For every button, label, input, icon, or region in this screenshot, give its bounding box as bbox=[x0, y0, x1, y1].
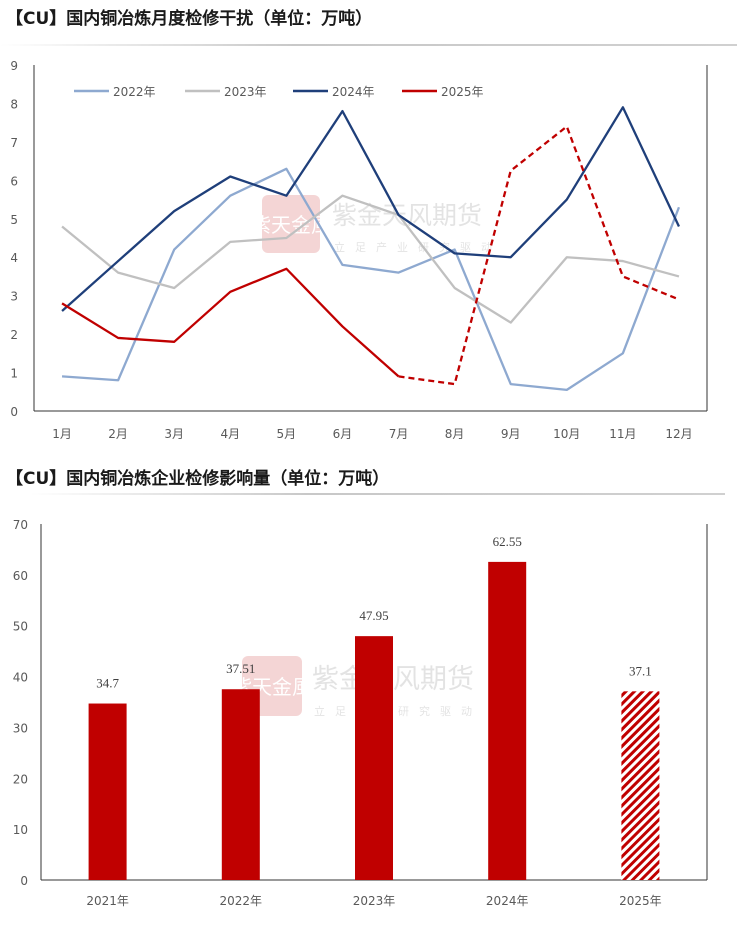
bar bbox=[355, 636, 393, 880]
x-tick-label: 10月 bbox=[553, 427, 580, 441]
series-line-dashed bbox=[398, 124, 680, 386]
x-tick-label: 8月 bbox=[445, 427, 465, 441]
x-tick-label: 7月 bbox=[389, 427, 409, 441]
y-tick-label: 30 bbox=[13, 721, 28, 735]
y-tick-label: 1 bbox=[10, 367, 18, 381]
y-tick-label: 2 bbox=[10, 328, 18, 342]
series-line bbox=[61, 194, 680, 324]
x-tick-label: 2024年 bbox=[486, 894, 529, 908]
x-tick-label: 4月 bbox=[220, 427, 240, 441]
line-chart-legend: 2022年 2023年 2024年 2025年 bbox=[74, 85, 484, 99]
legend-label: 2024年 bbox=[332, 85, 375, 99]
watermark-tagline: 立足产业研究驱动 bbox=[314, 704, 482, 718]
y-tick-label: 8 bbox=[10, 97, 18, 111]
bar-chart-bars: 34.7 37.51 47.95 62.55 37.1 bbox=[88, 534, 660, 880]
x-tick-label: 12月 bbox=[665, 427, 692, 441]
legend-label: 2023年 bbox=[224, 85, 267, 99]
y-tick-label: 4 bbox=[10, 251, 18, 265]
bar-chart-title: 【CU】国内铜冶炼企业检修影响量（单位：万吨） bbox=[6, 469, 390, 489]
bar bbox=[621, 691, 660, 880]
series-line bbox=[61, 267, 400, 378]
x-tick-label: 1月 bbox=[52, 427, 72, 441]
bar-value-label: 62.55 bbox=[493, 534, 522, 549]
x-tick-label: 6月 bbox=[333, 427, 353, 441]
bar bbox=[221, 689, 260, 880]
series-line bbox=[61, 167, 681, 392]
y-tick-label: 60 bbox=[13, 569, 28, 583]
line-chart-title: 【CU】国内铜冶炼月度检修干扰（单位：万吨） bbox=[6, 9, 373, 29]
legend-label: 2022年 bbox=[113, 85, 156, 99]
y-tick-label: 0 bbox=[10, 405, 18, 419]
x-tick-label: 2023年 bbox=[353, 894, 396, 908]
series-line bbox=[61, 106, 680, 312]
line-chart-axes: 0 1 2 3 4 5 6 7 8 9 1月 2月 3月 4月 5月 6月 7月 8月 9月 10月 11月 12月 bbox=[10, 59, 708, 441]
y-tick-label: 50 bbox=[13, 620, 28, 634]
x-tick-label: 3月 bbox=[164, 427, 184, 441]
x-tick-label: 2月 bbox=[108, 427, 128, 441]
bar bbox=[88, 703, 127, 880]
line-chart-series bbox=[61, 106, 681, 392]
title-divider-2 bbox=[30, 493, 725, 495]
y-tick-label: 10 bbox=[13, 823, 28, 837]
y-tick-label: 0 bbox=[20, 874, 28, 888]
bar-chart-axes: 0 10 20 30 40 50 60 70 2021年 2022年 2023年 2024年 2025年 bbox=[13, 518, 708, 908]
title-divider bbox=[0, 44, 737, 46]
watermark-logo-text: 紫天金風 bbox=[251, 213, 331, 237]
legend-label: 2025年 bbox=[441, 85, 484, 99]
y-tick-label: 3 bbox=[10, 290, 18, 304]
y-tick-label: 9 bbox=[10, 59, 18, 73]
y-tick-label: 70 bbox=[13, 518, 28, 532]
y-tick-label: 20 bbox=[13, 772, 28, 786]
y-tick-label: 40 bbox=[13, 671, 28, 685]
x-tick-label: 2021年 bbox=[86, 894, 129, 908]
x-tick-label: 5月 bbox=[277, 427, 297, 441]
x-tick-label: 2022年 bbox=[220, 894, 263, 908]
y-tick-label: 6 bbox=[10, 174, 18, 188]
y-tick-label: 7 bbox=[10, 136, 18, 150]
bar-value-label: 37.1 bbox=[629, 663, 652, 678]
x-tick-label: 2025年 bbox=[619, 894, 662, 908]
bar-value-label: 34.7 bbox=[96, 676, 119, 691]
bar-value-label: 47.95 bbox=[359, 608, 388, 623]
y-tick-label: 5 bbox=[10, 213, 18, 227]
bar-value-label: 37.51 bbox=[226, 661, 255, 676]
x-tick-label: 11月 bbox=[609, 427, 636, 441]
x-tick-label: 9月 bbox=[501, 427, 521, 441]
bar bbox=[488, 561, 527, 880]
